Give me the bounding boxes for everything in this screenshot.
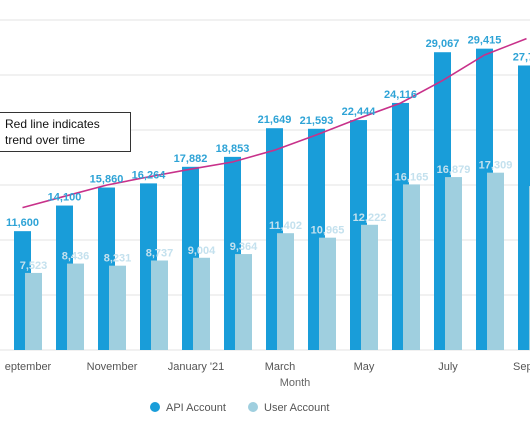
x-tick-label: July [438,361,458,373]
user-value-label: 8,231 [104,253,132,265]
user-bars [25,172,530,350]
api-value-label: 27,77 [513,51,530,63]
user-bar[interactable] [151,260,168,350]
annotation-line-2: trend over time [5,133,86,147]
user-value-labels: 7,523 8,436 8,231 8,737 9,004 9,364 11,402 10,9… [20,160,513,272]
user-bar[interactable] [109,265,126,350]
api-value-label: 15,860 [90,174,124,186]
legend-api-label: API Account [166,402,226,414]
user-bar[interactable] [319,237,336,350]
user-value-label: 9,364 [230,241,258,253]
legend-item-user[interactable]: User Account [248,402,329,414]
x-axis-title: Month [280,377,311,389]
user-bar[interactable] [25,272,42,350]
legend: API Account User Account [150,402,350,418]
x-tick-label: Septem [513,361,530,373]
user-bar[interactable] [193,257,210,350]
trend-annotation: Red line indicates trend over time [0,112,131,152]
user-value-label: 12,222 [353,212,387,224]
trend-line-group [22,37,527,209]
trend-line [22,37,527,209]
api-value-label: 11,600 [6,217,39,229]
user-value-label: 17,309 [479,160,513,172]
api-value-label: 18,853 [216,143,250,155]
api-value-label: 21,649 [258,114,292,126]
user-bar[interactable] [487,172,504,350]
x-tick-label: November [87,361,138,373]
api-bar[interactable] [518,65,530,351]
x-axis-ticks: eptember November January '21 March May July S… [5,361,530,373]
user-value-label: 10,965 [311,225,345,237]
x-tick-label: eptember [5,361,52,373]
user-bar[interactable] [67,263,84,350]
user-value-label: 11,402 [269,220,302,232]
api-value-label: 16,264 [132,169,167,181]
api-value-label: 14,100 [48,192,82,204]
legend-item-api[interactable]: API Account [150,402,226,414]
user-bar[interactable] [277,233,294,350]
x-tick-label: May [354,361,375,373]
user-value-label: 9,004 [188,245,216,257]
x-tick-label: January '21 [168,361,225,373]
api-value-label: 22,444 [342,106,377,118]
api-value-label: 17,882 [174,153,208,165]
legend-user-label: User Account [264,402,330,414]
annotation-line-1: Red line indicates [5,117,100,131]
user-bar[interactable] [361,224,378,350]
user-value-label: 8,737 [146,247,174,259]
legend-api-swatch [150,402,160,412]
api-value-label: 29,067 [426,38,460,50]
user-bar[interactable] [403,184,420,350]
user-bar[interactable] [445,177,462,350]
user-value-label: 8,436 [62,251,90,263]
api-value-labels: 11,600 14,100 15,860 16,264 17,882 18,853 21,6… [6,35,530,230]
user-value-label: 16,879 [437,164,471,176]
user-bar[interactable] [235,254,252,350]
x-tick-label: March [265,361,296,373]
api-value-label: 21,593 [300,115,334,127]
user-value-label: 7,523 [20,260,48,272]
user-value-label: 16,165 [395,171,429,183]
legend-user-swatch [248,402,258,412]
api-value-label: 29,415 [468,35,502,47]
api-value-label: 24,116 [384,89,417,101]
